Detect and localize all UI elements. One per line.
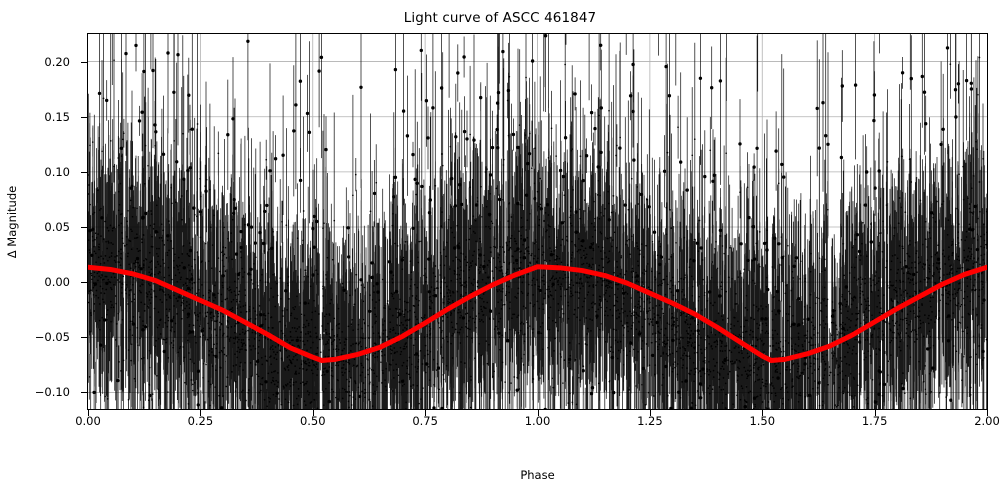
y-tick-mark xyxy=(81,282,87,284)
x-tick-mark xyxy=(874,410,876,416)
x-tick-mark xyxy=(762,410,764,416)
model-curve xyxy=(88,264,987,363)
x-axis-label: Phase xyxy=(520,468,555,482)
x-tick-label: 0.50 xyxy=(299,414,326,428)
y-tick-label: −0.05 xyxy=(34,330,70,345)
y-tick-mark xyxy=(81,61,87,63)
y-tick-label: 0.20 xyxy=(44,54,70,69)
x-tick-mark xyxy=(425,410,427,416)
y-tick-label: 0.10 xyxy=(44,164,70,179)
y-tick-mark xyxy=(81,392,87,394)
y-axis-label-wrap: Δ Magnitude xyxy=(5,33,23,410)
data-points xyxy=(88,34,987,409)
x-tick-label: 0.75 xyxy=(412,414,438,428)
x-tick-mark xyxy=(88,410,89,416)
y-tick-label: 0.15 xyxy=(44,109,70,124)
y-tick-label: 0.00 xyxy=(44,275,70,290)
x-tick-mark xyxy=(312,410,314,416)
y-tick-mark xyxy=(81,227,87,228)
plot-area xyxy=(87,33,988,410)
x-tick-mark xyxy=(537,410,539,416)
y-axis-label: Δ Magnitude xyxy=(5,185,19,258)
x-tick-label: 0.00 xyxy=(75,414,101,428)
chart-title: Light curve of ASCC 461847 xyxy=(403,10,597,26)
y-tick-mark xyxy=(81,116,87,118)
x-tick-label: 1.25 xyxy=(637,414,663,428)
x-tick-label: 2.00 xyxy=(974,414,1000,428)
y-tick-label: −0.10 xyxy=(34,385,70,400)
y-tick-mark xyxy=(81,337,87,339)
y-axis-ticks: −0.10 −0.05 0.00 0.05 0.10 0.15 0.20 xyxy=(0,0,87,500)
x-tick-mark xyxy=(649,410,651,416)
x-tick-mark xyxy=(987,410,988,416)
x-tick-mark xyxy=(200,410,202,416)
x-tick-label: 1.50 xyxy=(749,414,776,428)
plot-canvas xyxy=(88,34,987,409)
x-tick-label: 0.25 xyxy=(187,414,214,428)
x-tick-label: 1.00 xyxy=(524,414,551,428)
y-tick-label: 0.05 xyxy=(44,220,70,234)
y-tick-mark xyxy=(81,171,87,173)
x-tick-label: 1.75 xyxy=(861,414,888,428)
